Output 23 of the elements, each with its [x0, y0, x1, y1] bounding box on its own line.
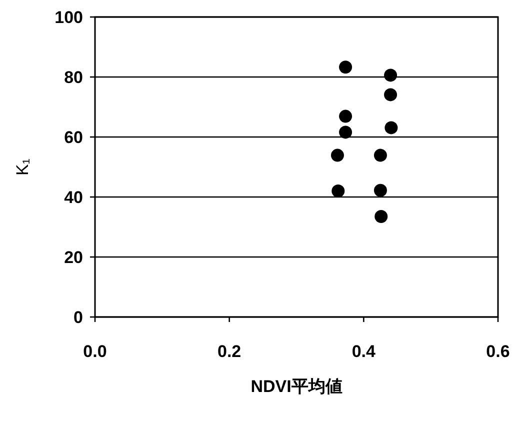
point — [384, 68, 398, 82]
y-tick-label: 40 — [64, 188, 83, 207]
point — [374, 184, 387, 197]
point — [384, 88, 398, 102]
x-tick-label: 0.4 — [352, 342, 376, 361]
point — [374, 210, 388, 223]
x-tick-label: 0.2 — [218, 342, 242, 361]
y-tick-label: 80 — [64, 68, 83, 87]
x-tick-label: 0.0 — [83, 342, 107, 361]
point — [374, 148, 387, 162]
x-axis-title: NDVI平均値 — [250, 377, 342, 396]
y-tick-label: 100 — [54, 8, 83, 27]
y-tick-label: 20 — [64, 248, 83, 267]
point — [332, 184, 345, 198]
x-tick-label: 0.6 — [486, 342, 510, 361]
y-axis-title: K₁ — [13, 158, 32, 176]
point — [330, 148, 344, 162]
point — [339, 110, 352, 123]
y-tick-label: 60 — [64, 128, 83, 147]
point — [339, 60, 352, 74]
point — [339, 126, 352, 139]
y-tick-label: 0 — [74, 308, 83, 327]
point — [384, 121, 398, 134]
